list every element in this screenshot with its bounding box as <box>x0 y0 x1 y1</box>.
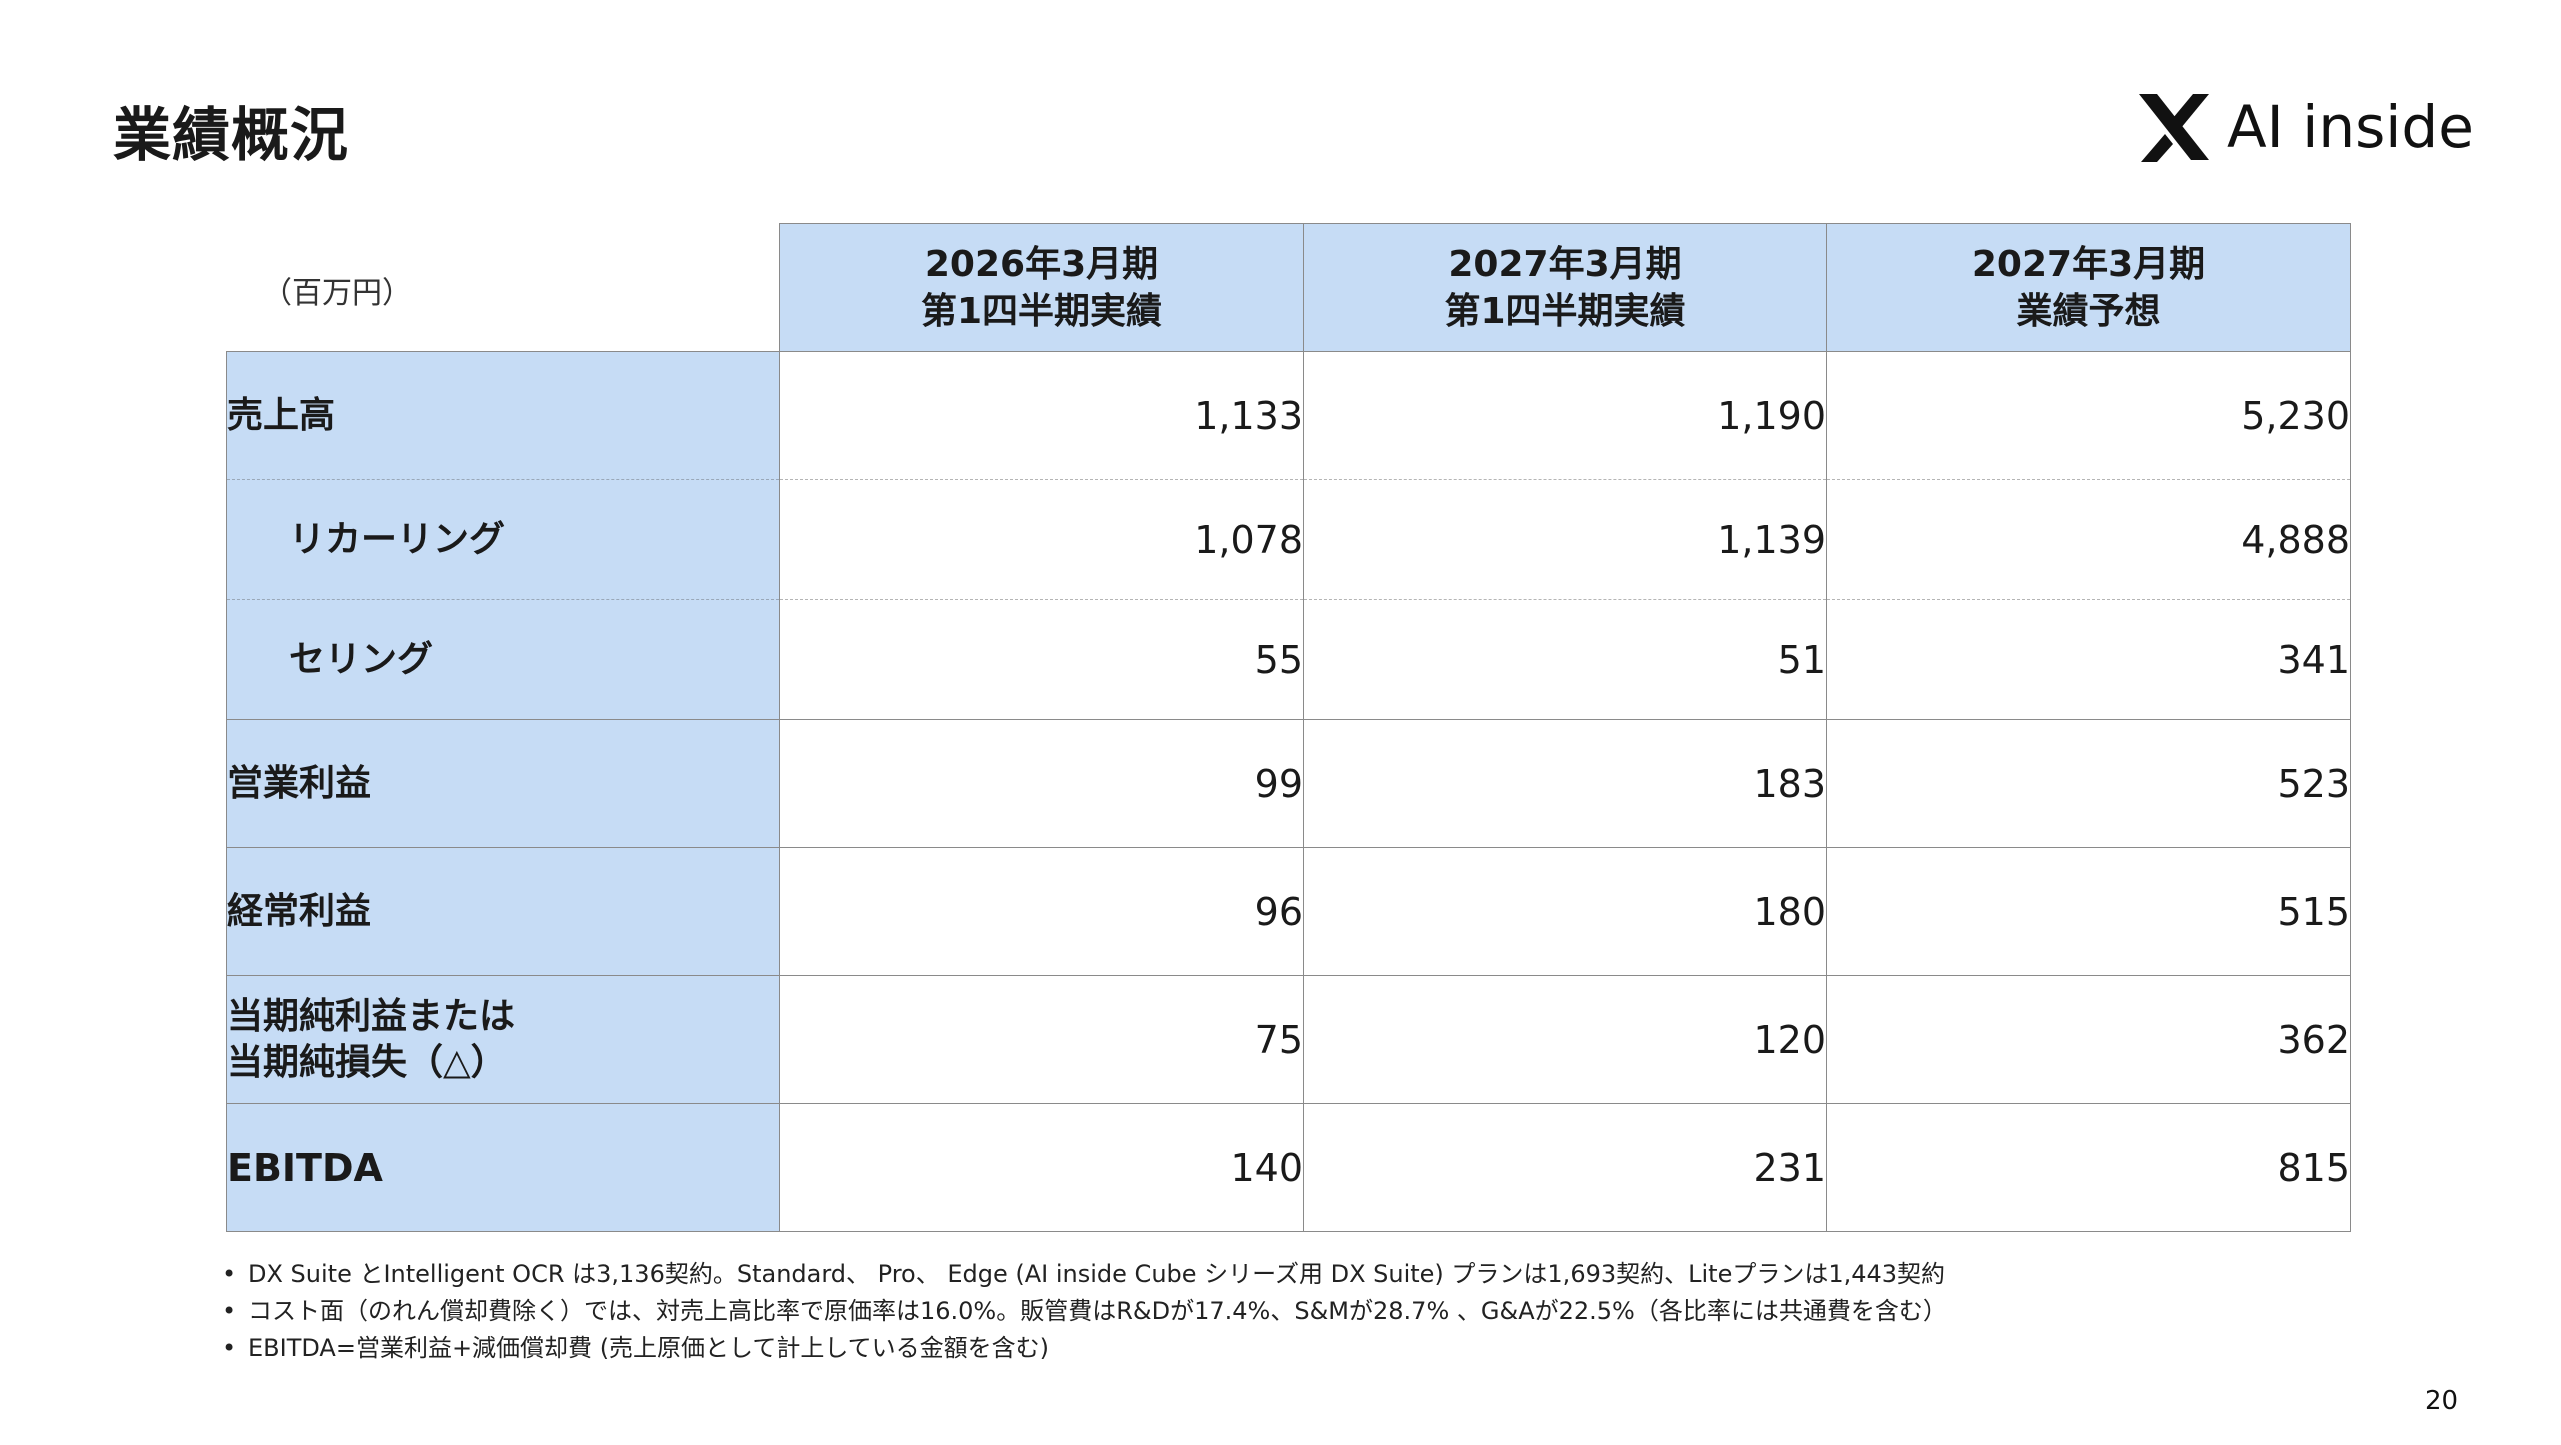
row-label-ebitda: EBITDA <box>226 1103 780 1232</box>
table-row-net-income: 当期純利益または 当期純損失（△） 75 120 362 <box>226 975 2351 1104</box>
footnotes: • DX Suite とIntelligent OCR は3,136契約。Sta… <box>222 1256 1947 1367</box>
row-label-net-income: 当期純利益または 当期純損失（△） <box>226 975 780 1104</box>
table-row-operating-income: 営業利益 99 183 523 <box>226 719 2351 848</box>
table-cell: 523 <box>1826 719 2351 848</box>
table-cell: 183 <box>1303 719 1827 848</box>
table-row-ordinary-income: 経常利益 96 180 515 <box>226 847 2351 976</box>
table-row-ebitda: EBITDA 140 231 815 <box>226 1103 2351 1232</box>
footnote-item: • コスト面（のれん償却費除く）では、対売上高比率で原価率は16.0%。販管費は… <box>222 1293 1947 1330</box>
page-title: 業績概況 <box>113 101 350 169</box>
row-label-net-income-line2: 当期純損失（△） <box>227 1041 507 1083</box>
table-cell: 4,888 <box>1826 479 2351 600</box>
table-cell: 120 <box>1303 975 1827 1104</box>
table-cell: 1,078 <box>779 479 1304 600</box>
table-cell: 55 <box>779 599 1304 720</box>
table-cell: 75 <box>779 975 1304 1104</box>
column-header-period: 2027年3月期 <box>1971 243 2206 285</box>
page-number: 20 <box>2425 1386 2459 1416</box>
row-label-net-sales: 売上高 <box>226 351 780 480</box>
results-table: 2026年3月期 第1四半期実績 2027年3月期 第1四半期実績 2027年3… <box>226 223 2351 1232</box>
column-header-2027-forecast: 2027年3月期 業績予想 <box>1826 223 2351 352</box>
table-cell: 341 <box>1826 599 2351 720</box>
table-cell: 96 <box>779 847 1304 976</box>
table-cell: 51 <box>1303 599 1827 720</box>
ai-inside-x-logo-icon <box>2139 94 2209 162</box>
table-cell: 99 <box>779 719 1304 848</box>
table-row-recurring: リカーリング 1,078 1,139 4,888 <box>226 479 2351 600</box>
bullet-icon: • <box>222 1334 237 1362</box>
table-row-net-sales: 売上高 1,133 1,190 5,230 <box>226 351 2351 480</box>
table-header-row: 2026年3月期 第1四半期実績 2027年3月期 第1四半期実績 2027年3… <box>227 223 2351 352</box>
company-logo: AI inside <box>2135 88 2474 166</box>
table-cell: 515 <box>1826 847 2351 976</box>
footnote-item: • DX Suite とIntelligent OCR は3,136契約。Sta… <box>222 1256 1947 1293</box>
unit-label: （百万円） <box>262 276 412 311</box>
table-cell: 1,190 <box>1303 351 1827 480</box>
column-header-type: 業績予想 <box>2016 290 2161 332</box>
table-cell: 140 <box>779 1103 1304 1232</box>
row-label-operating-income: 営業利益 <box>226 719 780 848</box>
footnote-text: コスト面（のれん償却費除く）では、対売上高比率で原価率は16.0%。販管費はR&… <box>248 1297 1947 1325</box>
table-cell: 5,230 <box>1826 351 2351 480</box>
column-header-type: 第1四半期実績 <box>920 290 1163 332</box>
header-blank-cell <box>227 224 780 352</box>
table-cell: 180 <box>1303 847 1827 976</box>
bullet-icon: • <box>222 1260 237 1288</box>
footnote-text: EBITDA=営業利益+減価償却費 (売上原価として計上している金額を含む) <box>248 1334 1049 1362</box>
table-cell: 1,133 <box>779 351 1304 480</box>
column-header-type: 第1四半期実績 <box>1444 290 1686 332</box>
row-label-recurring: リカーリング <box>226 479 780 600</box>
footnote-text: DX Suite とIntelligent OCR は3,136契約。Stand… <box>248 1260 1946 1288</box>
row-label-selling: セリング <box>226 599 780 720</box>
logo-text: AI inside <box>2227 93 2474 161</box>
row-label-net-income-line1: 当期純利益または <box>227 995 516 1037</box>
column-header-period: 2026年3月期 <box>924 243 1159 285</box>
bullet-icon: • <box>222 1297 237 1325</box>
column-header-period: 2027年3月期 <box>1448 243 1682 285</box>
column-header-2027-q1-actual: 2027年3月期 第1四半期実績 <box>1303 223 1827 352</box>
table-row-selling: セリング 55 51 341 <box>226 599 2351 720</box>
table-cell: 362 <box>1826 975 2351 1104</box>
footnote-item: • EBITDA=営業利益+減価償却費 (売上原価として計上している金額を含む) <box>222 1330 1947 1367</box>
row-label-ordinary-income: 経常利益 <box>226 847 780 976</box>
table-cell: 815 <box>1826 1103 2351 1232</box>
column-header-2026-q1-actual: 2026年3月期 第1四半期実績 <box>779 223 1304 352</box>
table-cell: 231 <box>1303 1103 1827 1232</box>
table-cell: 1,139 <box>1303 479 1827 600</box>
